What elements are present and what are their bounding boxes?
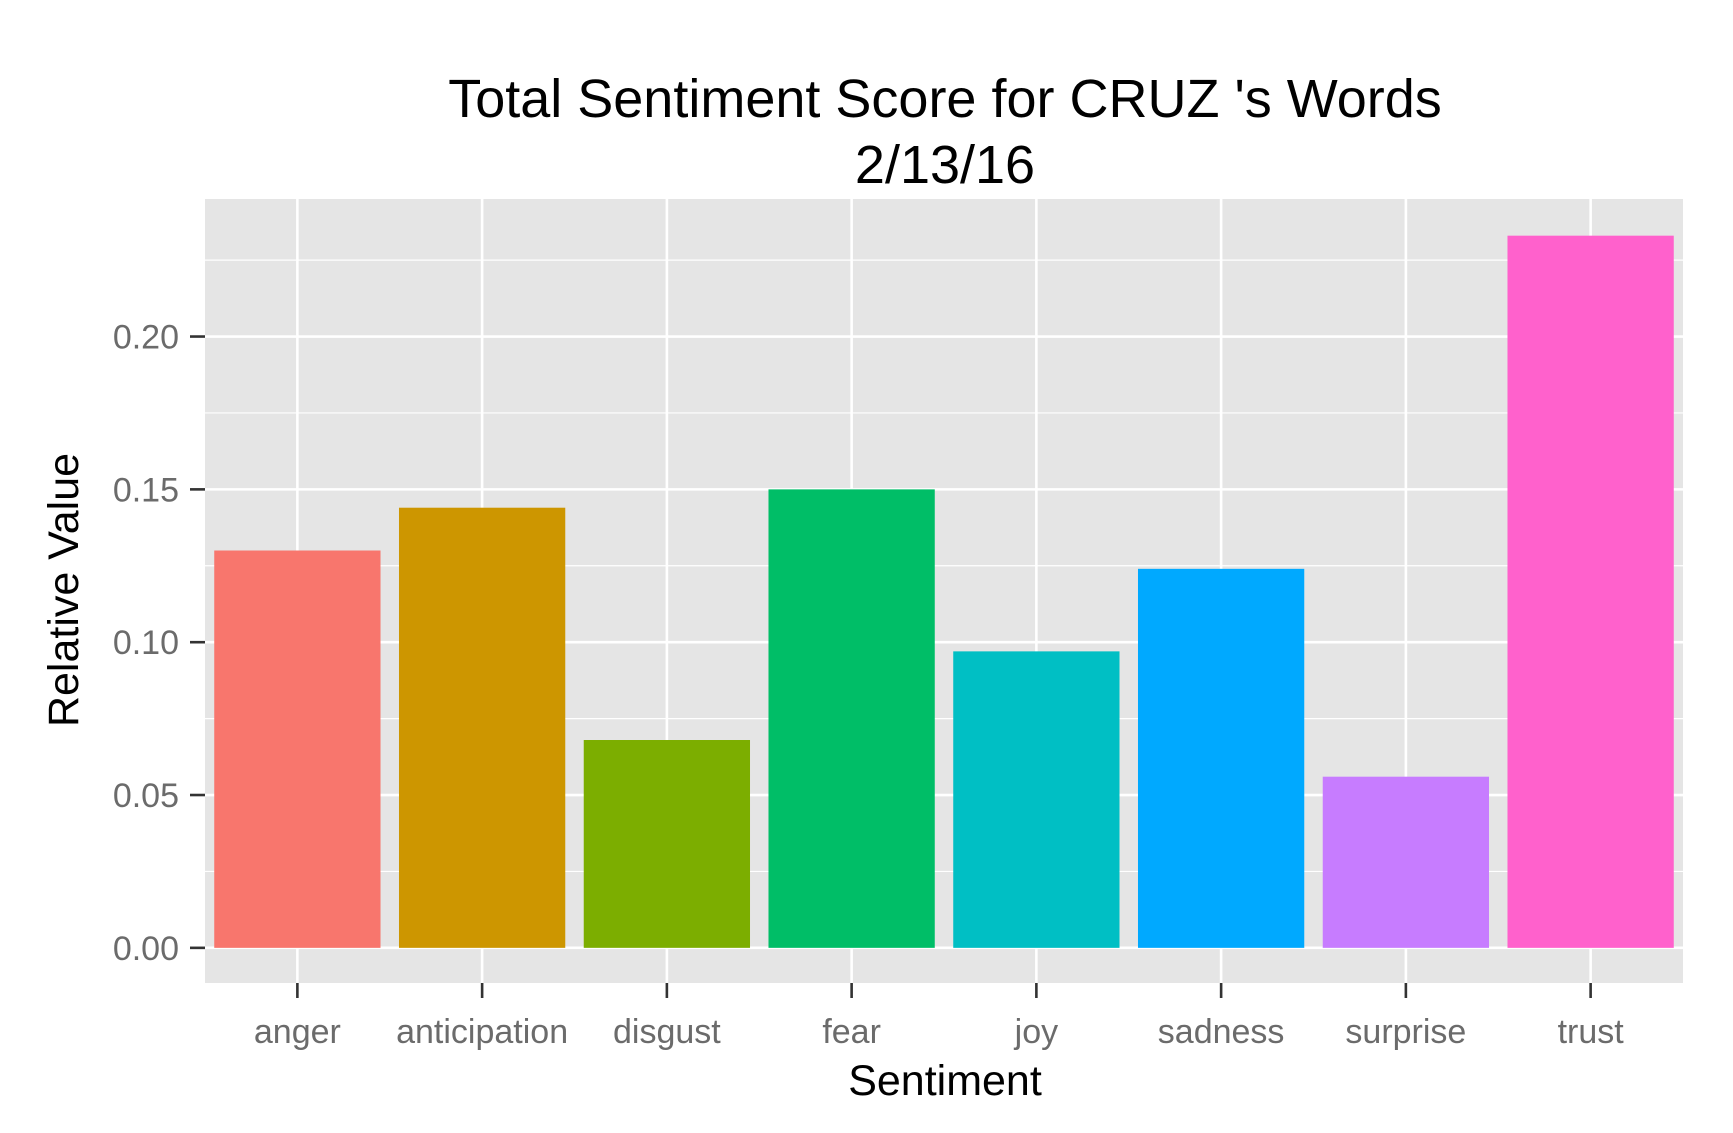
y-tick-label: 0.20 bbox=[113, 319, 179, 357]
bar-trust bbox=[1507, 235, 1674, 948]
x-tick-label-fear: fear bbox=[822, 1013, 881, 1051]
x-tick-label-anticipation: anticipation bbox=[396, 1013, 568, 1051]
bar-disgust bbox=[583, 740, 751, 948]
bars bbox=[214, 235, 1674, 948]
bar-joy bbox=[953, 651, 1120, 948]
x-tick-label-disgust: disgust bbox=[613, 1013, 721, 1051]
bar-anger bbox=[214, 550, 381, 948]
x-tick-label-trust: trust bbox=[1558, 1013, 1625, 1051]
y-tick-label: 0.00 bbox=[113, 930, 179, 968]
y-axis-title: Relative Value bbox=[40, 453, 88, 727]
x-axis: anger anticipation disgust fear joy sadness su… bbox=[254, 983, 1624, 1051]
x-axis-title: Sentiment bbox=[848, 1057, 1042, 1105]
y-axis: 0.00 0.05 0.10 0.15 0.20 bbox=[113, 319, 205, 968]
x-tick-label-surprise: surprise bbox=[1345, 1013, 1466, 1051]
bar-sadness bbox=[1137, 568, 1305, 948]
y-tick-label: 0.05 bbox=[113, 777, 179, 815]
y-tick-label: 0.15 bbox=[113, 471, 179, 509]
x-tick-label-anger: anger bbox=[254, 1013, 341, 1051]
y-tick-label: 0.10 bbox=[113, 624, 179, 662]
chart-subtitle: 2/13/16 bbox=[855, 135, 1035, 195]
bar-anticipation bbox=[398, 507, 566, 948]
x-tick-label-sadness: sadness bbox=[1158, 1013, 1285, 1051]
bar-fear bbox=[768, 489, 935, 948]
bar-surprise bbox=[1322, 776, 1490, 948]
x-tick-label-joy: joy bbox=[1014, 1013, 1058, 1051]
chart-title: Total Sentiment Score for CRUZ 's Words bbox=[448, 69, 1442, 129]
